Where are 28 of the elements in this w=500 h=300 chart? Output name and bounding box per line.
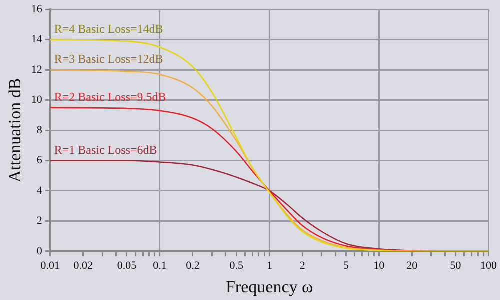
y-tick-label: 8 xyxy=(36,124,43,136)
x-tick-label: 1 xyxy=(266,260,272,272)
y-axis-title: Attenuation dB xyxy=(6,78,25,183)
y-tick-label: 14 xyxy=(31,34,43,46)
y-tick-label: 4 xyxy=(36,184,43,197)
y-tick-label: 2 xyxy=(36,215,42,228)
x-tick-label: 0.2 xyxy=(186,260,200,272)
y-tick-label: 12 xyxy=(31,64,42,76)
x-tick-label: 0.02 xyxy=(74,260,94,272)
y-tick-label: 10 xyxy=(31,94,43,106)
series-label: R=4 Basic Loss=14dB xyxy=(54,22,164,36)
y-tick-label: 16 xyxy=(31,3,43,16)
x-axis-title: Frequency ω xyxy=(226,277,314,296)
x-tick-label: 10 xyxy=(374,260,386,272)
x-tick-label: 0.01 xyxy=(40,260,60,272)
x-tick-label: 100 xyxy=(480,260,498,272)
y-tick-label: 6 xyxy=(36,154,43,167)
series-label: R=3 Basic Loss=12dB xyxy=(54,52,164,66)
x-tick-label: 20 xyxy=(406,260,418,272)
x-tick-label: 2 xyxy=(300,260,306,272)
x-tick-label: 0.5 xyxy=(230,260,244,272)
series-label: R=2 Basic Loss=9.5dB xyxy=(54,90,166,104)
x-tick-label: 5 xyxy=(343,260,350,272)
series-label: R=1 Basic Loss=6dB xyxy=(54,142,158,157)
x-tick-label: 50 xyxy=(450,260,462,272)
y-tick-label: 0 xyxy=(36,245,43,258)
x-tick-label: 0.05 xyxy=(117,260,138,272)
x-tick-label: 0.1 xyxy=(153,260,167,272)
